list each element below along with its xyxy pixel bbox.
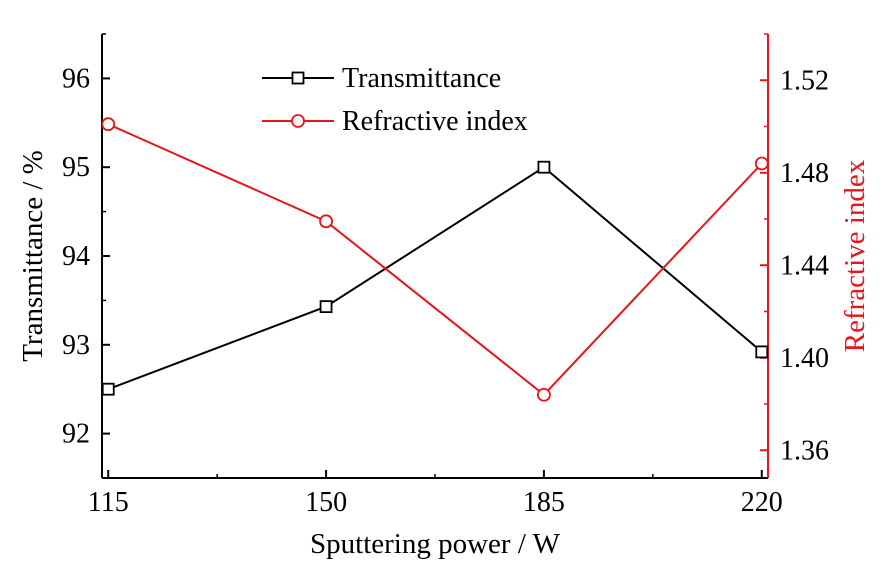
refractive-index-point xyxy=(754,156,769,171)
refractive-index-point xyxy=(319,214,333,229)
right-tick-label: 1.40 xyxy=(780,343,829,374)
right-tick-label: 1.44 xyxy=(780,250,829,281)
right-axis-title: Refractive index xyxy=(839,159,871,352)
legend-marker xyxy=(291,114,305,128)
x-tick-label: 115 xyxy=(88,487,129,518)
refractive-index-point xyxy=(537,387,551,402)
legend-label: Transmittance xyxy=(342,63,501,94)
legend: Transmittance Refractive index xyxy=(262,63,528,137)
right-tick-label: 1.36 xyxy=(780,435,829,466)
left-tick-label: 96 xyxy=(62,63,90,94)
left-tick-label: 93 xyxy=(62,330,90,361)
transmittance-point xyxy=(537,160,551,174)
refractive-index-point xyxy=(101,117,116,132)
x-axis-title: Sputtering power / W xyxy=(310,528,561,560)
transmittance-point xyxy=(755,345,769,359)
right-tick-label: 1.52 xyxy=(780,65,829,96)
series-layer xyxy=(101,117,769,402)
series-line-transmittance xyxy=(107,165,763,391)
legend-label: Refractive index xyxy=(342,106,528,137)
legend-marker xyxy=(291,71,305,85)
x-tick-label: 185 xyxy=(523,487,565,518)
x-tick-label: 150 xyxy=(305,487,347,518)
x-tick-label: 220 xyxy=(741,487,783,518)
left-tick-label: 95 xyxy=(62,152,90,183)
series-line-refractive-index xyxy=(107,123,763,397)
axes-layer: 115 150 185 220 Sputtering power / W 92 93 94 95… xyxy=(17,33,871,560)
left-tick-label: 94 xyxy=(62,241,90,272)
left-tick-label: 92 xyxy=(62,419,90,450)
transmittance-point xyxy=(319,300,333,314)
transmittance-point xyxy=(101,382,115,396)
right-tick-label: 1.48 xyxy=(780,158,829,189)
left-axis-title: Transmittance / % xyxy=(17,150,49,362)
